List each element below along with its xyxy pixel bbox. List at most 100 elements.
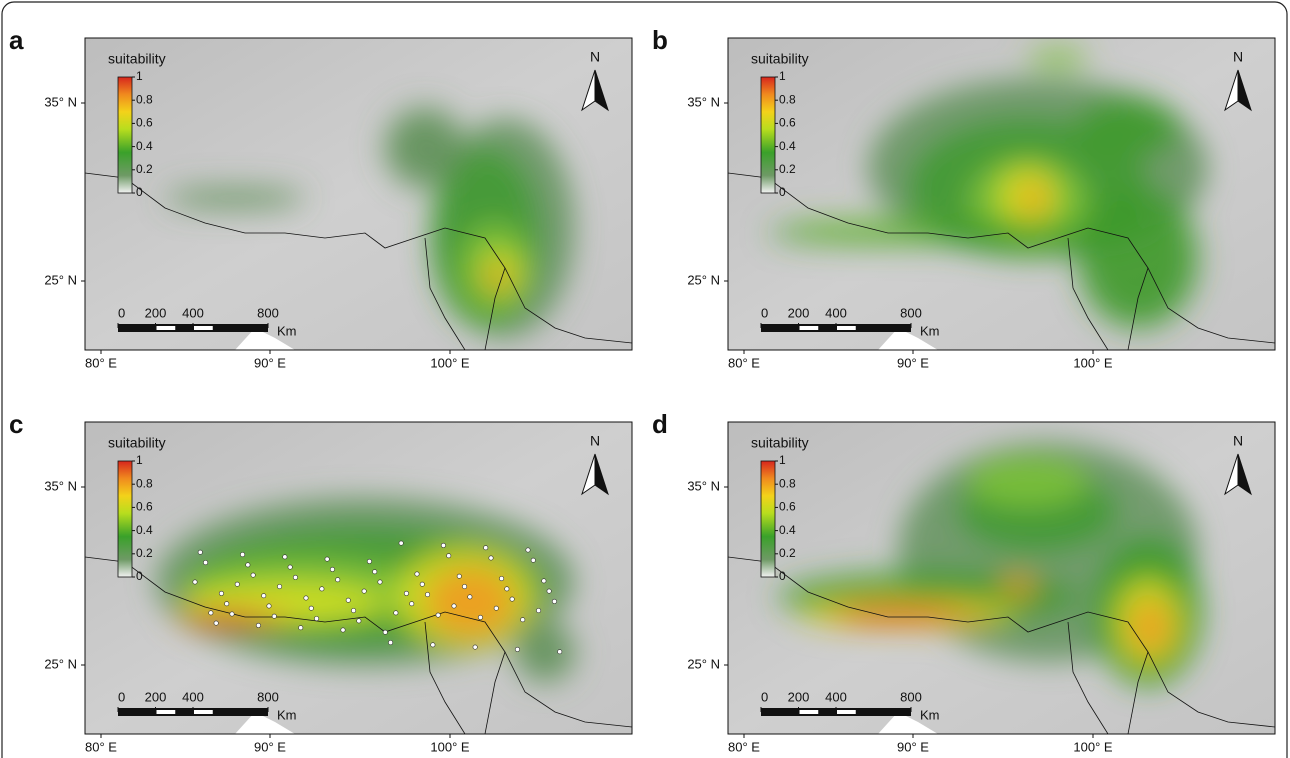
colorbar-tick-label: 0 [136,569,143,583]
lon-label: 90° E [897,739,929,754]
scale-unit: Km [920,707,940,722]
lon-label: 100° E [1073,355,1113,370]
lon-label: 90° E [897,355,929,370]
occurrence-point [256,623,260,627]
panel-label: d [652,409,668,439]
colorbar [761,77,775,193]
legend-title: suitability [108,435,166,451]
suitability-area [843,610,953,622]
lat-label: 25° N [44,656,77,671]
colorbar-tick-label: 0.8 [779,476,796,490]
lon-label: 90° E [254,739,286,754]
scale-label: 400 [825,305,847,320]
north-label: N [590,433,600,449]
scale-label: 200 [145,689,167,704]
lon-label: 100° E [1073,739,1113,754]
colorbar-tick-label: 1 [136,453,143,467]
occurrence-point [462,584,466,588]
north-label: N [1233,433,1243,449]
scale-unit: Km [277,707,297,722]
lat-label: 25° N [44,272,77,287]
legend-title: suitability [108,51,166,67]
occurrence-point [314,616,318,620]
suitability-area [968,457,1088,507]
panel-label: c [9,409,23,439]
occurrence-point [499,576,503,580]
scale-label: 200 [145,305,167,320]
map-panel: suitability00.20.40.60.81N35° N25° N80° … [44,422,632,754]
colorbar-tick-label: 0.8 [779,92,796,106]
lon-label: 80° E [85,355,117,370]
occurrence-point [193,580,197,584]
suitability-area [489,268,505,288]
occurrence-point [336,578,340,582]
colorbar-tick-label: 0.6 [136,116,153,130]
map-content [85,422,632,734]
occurrence-point [431,643,435,647]
occurrence-point [320,587,324,591]
scale-label: 800 [257,305,279,320]
lat-label: 35° N [44,94,77,109]
occurrence-point [468,595,472,599]
colorbar-tick-label: 0.4 [779,523,796,537]
occurrence-point [198,550,202,554]
scale-bar-segment [837,326,856,330]
colorbar-tick-label: 1 [779,453,786,467]
occurrence-point [452,604,456,608]
suitability-area [385,108,465,188]
occurrence-point [235,582,239,586]
occurrence-point [277,584,281,588]
colorbar-tick-label: 0 [779,569,786,583]
occurrence-point [214,621,218,625]
occurrence-point [373,570,377,574]
scale-label: 0 [118,689,125,704]
scale-bar-segment [194,326,213,330]
occurrence-point [330,567,334,571]
lat-label: 25° N [687,272,720,287]
occurrence-point [325,557,329,561]
colorbar-tick-label: 1 [779,69,786,83]
occurrence-point [230,612,234,616]
occurrence-point [484,546,488,550]
occurrence-point [357,619,361,623]
scale-label: 400 [825,689,847,704]
scale-bar-segment [157,326,176,330]
occurrence-point [515,647,519,651]
scale-label: 200 [788,689,810,704]
lon-label: 90° E [254,355,286,370]
occurrence-point [383,630,387,634]
suitability-area [190,613,260,625]
map-content [728,422,1275,734]
lat-label: 35° N [687,478,720,493]
colorbar-tick-label: 0 [779,185,786,199]
colorbar-tick-label: 0.2 [136,162,153,176]
occurrence-point [209,611,213,615]
occurrence-point [494,606,498,610]
occurrence-point [547,589,551,593]
north-label: N [590,49,600,65]
panel-label: a [9,25,24,55]
occurrence-point [378,580,382,584]
suitability-area [515,622,575,682]
legend-title: suitability [751,51,809,67]
colorbar-tick-label: 0 [136,185,143,199]
occurrence-point [526,548,530,552]
colorbar-tick-label: 0.6 [779,500,796,514]
occurrence-point [420,582,424,586]
map-content [728,38,1275,350]
lat-label: 35° N [687,94,720,109]
legend-title: suitability [751,435,809,451]
occurrence-point [362,589,366,593]
map-content [85,38,632,350]
colorbar-tick-label: 0.6 [136,500,153,514]
scale-bar-segment [837,710,856,714]
occurrence-point [425,592,429,596]
colorbar-tick-label: 1 [136,69,143,83]
scale-label: 400 [182,689,204,704]
scale-bar-segment [800,710,819,714]
occurrence-point [240,552,244,556]
colorbar-tick-label: 0.2 [136,546,153,560]
lon-label: 80° E [85,739,117,754]
occurrence-point [441,543,445,547]
occurrence-point [478,615,482,619]
